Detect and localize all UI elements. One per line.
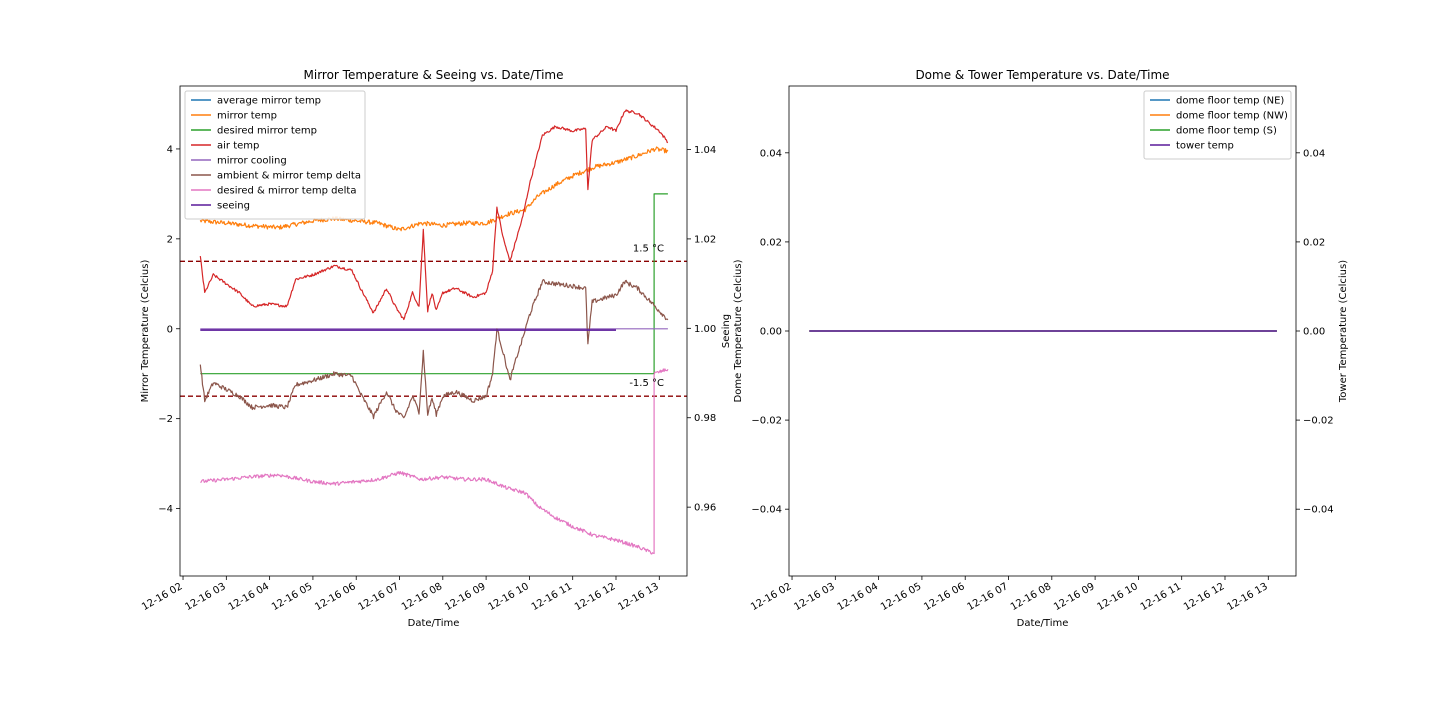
reference-line-label: 1.5 °C — [633, 243, 664, 254]
y-tick-label: −0.02 — [751, 416, 782, 427]
series-line-desired-mirror-temp-delta — [200, 368, 669, 555]
x-tick-label: 12-16 05 — [270, 581, 314, 613]
x-axis-label: Date/Time — [408, 618, 460, 629]
x-tick-label: 12-16 10 — [1095, 581, 1139, 613]
legend-entry-label: seeing — [217, 201, 250, 212]
legend-entry-label: dome floor temp (NE) — [1176, 96, 1284, 107]
plot-frame — [179, 85, 688, 577]
y-tick-label: 2 — [167, 234, 173, 245]
plot-area — [180, 109, 687, 555]
legend-entry-label: dome floor temp (NW) — [1176, 111, 1288, 122]
x-tick-label: 12-16 03 — [792, 581, 836, 613]
legend: average mirror temp mirror temp desired mi… — [184, 90, 366, 220]
legend-entry-label: dome floor temp (S) — [1176, 126, 1277, 137]
x-tick-label: 12-16 08 — [1009, 581, 1053, 613]
x-tick-label: 12-16 07 — [357, 581, 401, 613]
mirror-chart-panel: Mirror Temperature & Seeing vs. Date/Tim… — [140, 68, 732, 629]
x-tick-label: 12-16 11 — [1139, 581, 1183, 613]
y-tick-label: −0.04 — [751, 505, 782, 516]
y-tick-label: 0 — [167, 324, 173, 335]
y2-tick-label: 1.04 — [694, 145, 716, 156]
x-tick-label: 12-16 13 — [616, 581, 660, 613]
x-tick-label: 12-16 08 — [400, 581, 444, 613]
y-tick-label: −2 — [158, 414, 173, 425]
y2-tick-label: 0.96 — [694, 503, 716, 514]
plot-frame — [788, 85, 1297, 577]
legend-entry-label: ambient & mirror temp delta — [217, 171, 361, 182]
x-tick-label: 12-16 12 — [1182, 581, 1226, 613]
y-tick-label: 0.02 — [760, 237, 782, 248]
legend-entry-label: desired & mirror temp delta — [217, 186, 356, 197]
y-tick-label: 0.00 — [760, 327, 782, 338]
chart-title: Dome & Tower Temperature vs. Date/Time — [915, 68, 1169, 82]
dome-chart-panel: Dome & Tower Temperature vs. Date/Time 12… — [733, 68, 1349, 629]
y2-axis-label: Tower Temperature (Celcius) — [1338, 260, 1349, 403]
legend-entry-label: desired mirror temp — [217, 126, 317, 137]
reference-line-label: -1.5 °C — [629, 378, 664, 389]
y2-tick-label: 0.98 — [694, 413, 716, 424]
legend-entry-label: mirror cooling — [217, 156, 287, 167]
series-line-air-temp — [199, 109, 669, 321]
y2-tick-label: 0.04 — [1303, 148, 1325, 159]
y2-tick-label: 0.02 — [1303, 237, 1325, 248]
legend: dome floor temp (NE) dome floor temp (NW)… — [1143, 90, 1292, 160]
y2-tick-label: 1.02 — [694, 234, 716, 245]
legend-frame — [184, 90, 366, 220]
legend-entry-label: mirror temp — [217, 111, 277, 122]
series-line-desired-mirror-temp — [200, 193, 668, 375]
x-tick-label: 12-16 06 — [313, 581, 357, 613]
legend-entry-label: tower temp — [1176, 141, 1234, 152]
x-tick-label: 12-16 09 — [443, 581, 487, 613]
chart-title: Mirror Temperature & Seeing vs. Date/Tim… — [304, 68, 564, 82]
legend-entry-label: average mirror temp — [217, 96, 321, 107]
y2-tick-label: 1.00 — [694, 324, 716, 335]
y2-tick-label: −0.04 — [1303, 505, 1334, 516]
x-tick-label: 12-16 12 — [573, 581, 617, 613]
x-tick-label: 12-16 07 — [966, 581, 1010, 613]
y-axis-label: Mirror Temperature (Celcius) — [140, 260, 151, 403]
series-line-ambient-mirror-temp-delta — [199, 279, 669, 420]
y-tick-label: 4 — [167, 144, 173, 155]
x-tick-label: 12-16 06 — [922, 581, 966, 613]
x-tick-label: 12-16 02 — [140, 581, 184, 613]
y2-tick-label: −0.02 — [1303, 416, 1334, 427]
y2-axis-label: Seeing — [721, 314, 732, 348]
y-tick-label: −4 — [158, 504, 173, 515]
y2-tick-label: 0.00 — [1303, 327, 1325, 338]
y-tick-label: 0.04 — [760, 148, 782, 159]
x-tick-label: 12-16 02 — [749, 581, 793, 613]
x-tick-label: 12-16 13 — [1225, 581, 1269, 613]
x-tick-label: 12-16 03 — [183, 581, 227, 613]
x-tick-label: 12-16 04 — [836, 581, 880, 613]
x-tick-label: 12-16 11 — [530, 581, 574, 613]
x-tick-label: 12-16 05 — [879, 581, 923, 613]
x-tick-label: 12-16 09 — [1052, 581, 1096, 613]
x-tick-label: 12-16 04 — [227, 581, 271, 613]
legend-entry-label: air temp — [217, 141, 259, 152]
legend-frame — [1143, 90, 1292, 160]
x-axis-label: Date/Time — [1017, 618, 1069, 629]
x-tick-label: 12-16 10 — [486, 581, 530, 613]
y-axis-label: Dome Temperature (Celcius) — [733, 259, 744, 402]
